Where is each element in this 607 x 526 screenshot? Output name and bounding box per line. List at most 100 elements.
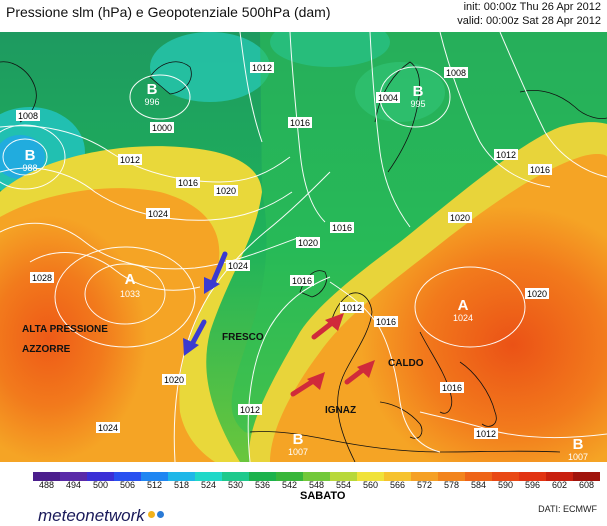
svg-text:B: B [573, 436, 584, 453]
svg-text:1033: 1033 [120, 289, 140, 299]
low-center-africa: B 1007 [288, 431, 308, 457]
svg-text:1007: 1007 [288, 447, 308, 457]
colorbar-ticks: 488 494 500 506 512 518 524 530 536 542 548 554 560 5… [33, 480, 600, 490]
colorbar-swatch [546, 472, 573, 481]
isobar-label: 1020 [527, 289, 547, 299]
pressure-centers: A 1033 A 1024 B 996 B 995 B 988 B 1007 B… [22, 81, 588, 462]
colorbar-swatch [519, 472, 546, 481]
colorbar-tick-label: 608 [578, 480, 595, 490]
isobar-label: 1020 [164, 375, 184, 385]
colorbar-tick-label: 530 [227, 480, 244, 490]
isobar-label: 1020 [298, 238, 318, 248]
isobar-label: 1016 [376, 317, 396, 327]
isobar-label: 1020 [216, 186, 236, 196]
colorbar-swatch [303, 472, 330, 481]
colorbar-swatch [438, 472, 465, 481]
svg-text:B: B [413, 83, 424, 100]
cold-north [150, 32, 270, 102]
colorbar-tick-label: 494 [65, 480, 82, 490]
isobar-label: 1024 [98, 423, 118, 433]
isobar-label: 1016 [442, 383, 462, 393]
colorbar-tick-label: 542 [281, 480, 298, 490]
isobar-label: 1016 [290, 118, 310, 128]
low-center-east: B 1007 [568, 436, 588, 462]
colorbar-swatch [573, 472, 600, 481]
colorbar-swatch [33, 472, 60, 481]
colorbar-tick-label: 566 [389, 480, 406, 490]
isobar-label: 1000 [152, 123, 172, 133]
colorbar-tick-label: 524 [200, 480, 217, 490]
isobar-label: 1012 [252, 63, 272, 73]
isobar-label: 1008 [446, 68, 466, 78]
label-azores-line2: AZZORRE [22, 344, 71, 355]
colorbar-swatch [330, 472, 357, 481]
high-center-azores: A 1033 [120, 271, 140, 299]
warm-arrows [290, 313, 375, 397]
warm-air-mediterranean [270, 153, 607, 462]
run-info: init: 00:00z Thu 26 Apr 2012 valid: 00:0… [457, 0, 601, 28]
init-time: init: 00:00z Thu 26 Apr 2012 [463, 1, 601, 13]
isobar-label: 1012 [476, 429, 496, 439]
day-caption: SABATO [300, 490, 346, 502]
warm-arrow [311, 313, 344, 340]
isobar-label: 1020 [450, 213, 470, 223]
map-title: Pressione slm (hPa) e Geopotenziale 500h… [6, 4, 331, 20]
colorbar-tick-label: 584 [470, 480, 487, 490]
svg-text:1024: 1024 [453, 313, 473, 323]
warm-arrow [290, 372, 325, 397]
colorbar-tick-label: 572 [416, 480, 433, 490]
cold-arrows [183, 251, 228, 356]
colorbar-tick-label: 596 [524, 480, 541, 490]
svg-text:B: B [25, 147, 36, 164]
isobar-label: 1004 [378, 93, 398, 103]
colorbar-swatch [168, 472, 195, 481]
isobar-label: 1024 [148, 209, 168, 219]
svg-text:B: B [293, 431, 304, 448]
colorbar-swatch [492, 472, 519, 481]
isobars [0, 32, 607, 462]
svg-text:995: 995 [410, 99, 425, 109]
high-center-east: A 1024 [453, 297, 473, 323]
label-fresco: FRESCO [222, 332, 264, 343]
brand-dots [148, 505, 166, 523]
isobar-label: 1012 [240, 405, 260, 415]
svg-text:996: 996 [144, 97, 159, 107]
low-center-north: B 996 [144, 81, 159, 107]
isobar-label: 1024 [228, 261, 248, 271]
isobar-label: 1028 [32, 273, 52, 283]
colorbar [33, 472, 600, 481]
colorbar-swatch [357, 472, 384, 481]
weather-map: 1008 1012 1016 1020 1024 1028 1024 1020 … [0, 32, 607, 462]
colorbar-swatch [276, 472, 303, 481]
isobar-label: 1012 [120, 155, 140, 165]
label-ignaz: IGNAZ [325, 405, 356, 416]
colorbar-tick-label: 518 [173, 480, 190, 490]
isobar-label: 1016 [178, 178, 198, 188]
colorbar-tick-label: 602 [551, 480, 568, 490]
colorbar-tick-label: 560 [362, 480, 379, 490]
valid-time: valid: 00:00z Sat 28 Apr 2012 [457, 15, 601, 27]
colorbar-swatch [114, 472, 141, 481]
warm-arrow [344, 360, 375, 385]
svg-text:1007: 1007 [568, 452, 588, 462]
colorbar-tick-label: 488 [38, 480, 55, 490]
cold-arrow [183, 319, 207, 356]
isobar-label: 1016 [292, 276, 312, 286]
isobar-label: 1016 [530, 165, 550, 175]
colorbar-tick-label: 536 [254, 480, 271, 490]
colorbar-swatch [465, 472, 492, 481]
colorbar-tick-label: 548 [308, 480, 325, 490]
svg-text:988: 988 [22, 163, 37, 173]
svg-text:B: B [147, 81, 158, 98]
svg-text:A: A [125, 271, 136, 288]
colorbar-swatch [222, 472, 249, 481]
colorbar-swatch [384, 472, 411, 481]
colorbar-swatch [87, 472, 114, 481]
isobar-labels: 1008 1012 1016 1020 1024 1028 1024 1020 … [16, 62, 552, 439]
colorbar-swatch [60, 472, 87, 481]
isobar-label: 1008 [18, 111, 38, 121]
label-caldo: CALDO [388, 358, 424, 369]
colorbar-swatch [195, 472, 222, 481]
data-credit: DATI: ECMWF [538, 504, 597, 514]
colorbar-tick-label: 578 [443, 480, 460, 490]
